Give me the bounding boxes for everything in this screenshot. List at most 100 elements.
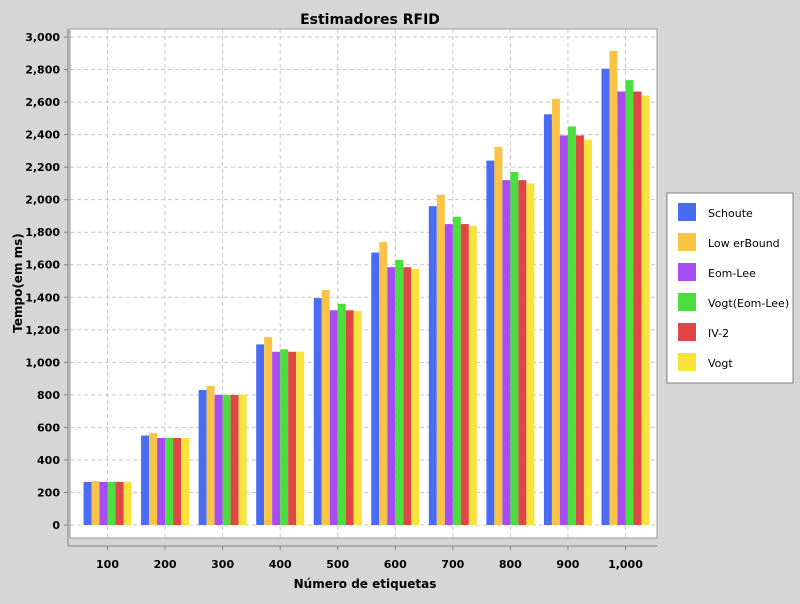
bars-group (83, 50, 650, 526)
bar (123, 481, 132, 525)
bar (99, 481, 108, 525)
bar (559, 135, 568, 525)
legend: Schoute Low erBound Eom-Lee Vogt(Eom-Lee) IV… (666, 192, 794, 384)
legend-label: Low erBound (708, 237, 780, 250)
x-tick-label: 200 (154, 558, 177, 571)
y-tick-label: 2,800 (25, 64, 60, 77)
bar (395, 259, 404, 525)
legend-label: Vogt(Eom-Lee) (708, 297, 789, 310)
bar (444, 224, 453, 526)
bar (222, 394, 231, 525)
bar (460, 224, 469, 526)
bar (567, 126, 576, 525)
bar (345, 310, 354, 525)
bar (91, 481, 100, 525)
x-tick-label: 600 (384, 558, 407, 571)
y-tick-label: 1,400 (25, 291, 60, 304)
y-axis-label: Tempo(em ms) (11, 233, 25, 333)
bar (230, 394, 239, 525)
y-tick-label: 0 (52, 519, 60, 532)
x-tick-label: 700 (441, 558, 464, 571)
x-tick-label: 500 (326, 558, 349, 571)
x-tick-labels: 100 200 300 400 500 600 700 800 900 1,000 (96, 546, 643, 571)
y-tick-label: 1,000 (25, 356, 60, 369)
bar (149, 433, 158, 525)
x-axis-label: Número de etiquetas (294, 577, 437, 591)
y-tick-label: 1,600 (25, 259, 60, 272)
bar (575, 135, 584, 525)
bar (543, 114, 552, 526)
legend-label: Vogt (708, 357, 733, 370)
bar (296, 351, 305, 525)
y-tick-label: 400 (37, 454, 60, 467)
bar (181, 437, 190, 525)
y-tick-label: 1,800 (25, 226, 60, 239)
bar (272, 351, 281, 525)
bar (141, 435, 150, 525)
bar (510, 172, 519, 525)
bar (436, 194, 445, 525)
bar (337, 303, 346, 525)
y-tick-label: 3,000 (25, 31, 60, 44)
bar (83, 481, 92, 525)
bar (486, 160, 495, 526)
legend-swatch (678, 233, 696, 251)
x-tick-label: 1,000 (608, 558, 643, 571)
y-tick-label: 2,600 (25, 96, 60, 109)
bar (256, 344, 265, 525)
plot-border (69, 28, 658, 539)
bar (313, 298, 322, 525)
bar (288, 351, 297, 525)
legend-label: Schoute (708, 207, 753, 220)
y-tick-labels: 0 200 400 600 800 1,000 1,200 1,400 1,600 1,800 2,… (25, 31, 68, 532)
bar (107, 481, 116, 525)
bar (494, 146, 503, 526)
bar (321, 289, 330, 525)
x-tick-label: 100 (96, 558, 119, 571)
bar (411, 268, 420, 525)
y-tick-label: 600 (37, 421, 60, 434)
bar (609, 50, 618, 526)
bar (502, 180, 511, 525)
y-tick-label: 2,200 (25, 161, 60, 174)
x-tick-label: 300 (211, 558, 234, 571)
bar (601, 68, 610, 525)
bar (633, 91, 642, 525)
bar (625, 80, 634, 526)
bar (214, 394, 223, 525)
legend-box (666, 192, 794, 384)
bar (452, 216, 461, 525)
y-tick-label: 200 (37, 486, 60, 499)
bar (387, 267, 396, 525)
legend-swatch (678, 293, 696, 311)
y-tick-label: 2,000 (25, 194, 60, 207)
bar (329, 310, 338, 525)
bar (371, 252, 380, 526)
bar (157, 437, 166, 525)
y-tick-label: 800 (37, 389, 60, 402)
bar (264, 337, 273, 525)
bar (173, 437, 182, 525)
bar (641, 95, 650, 525)
bar (468, 225, 477, 525)
bar (206, 385, 215, 525)
legend-label: Eom-Lee (708, 267, 756, 280)
bar (353, 311, 362, 525)
bar (238, 394, 247, 525)
x-tick-label: 900 (556, 558, 579, 571)
legend-swatch (678, 353, 696, 371)
chart-title: Estimadores RFID (300, 12, 440, 28)
bar (403, 267, 412, 525)
x-tick-label: 800 (499, 558, 522, 571)
bar (526, 183, 535, 525)
bar (379, 241, 388, 525)
legend-swatch (678, 203, 696, 221)
y-tick-label: 2,400 (25, 129, 60, 142)
legend-swatch (678, 323, 696, 341)
bar (280, 349, 289, 525)
bar (428, 206, 437, 525)
bar (518, 180, 527, 525)
bar (551, 98, 560, 526)
